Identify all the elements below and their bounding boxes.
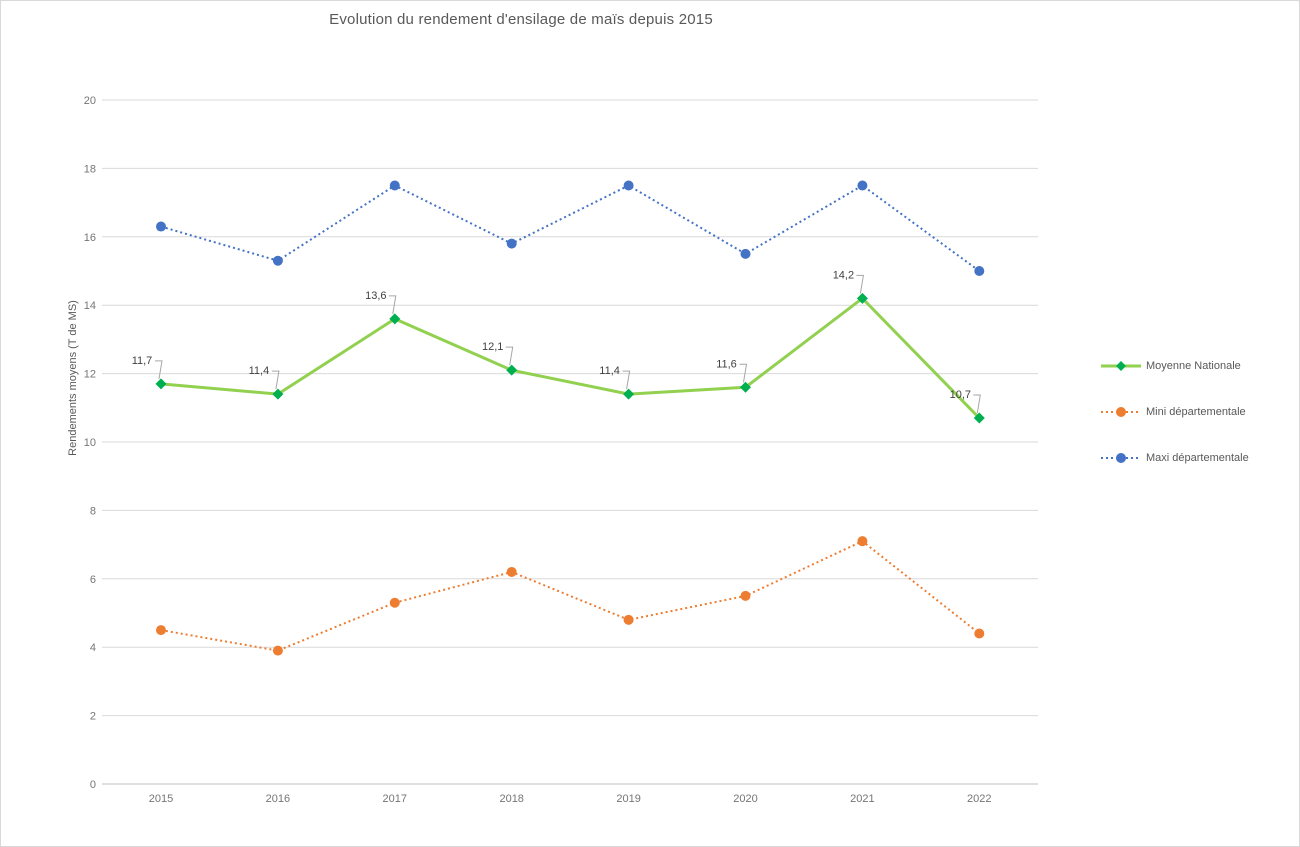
data-point-marker: [389, 180, 400, 191]
legend-label-moyenne-nationale: Moyenne Nationale: [1146, 360, 1241, 372]
data-label-leader: [856, 274, 864, 294]
y-tick-label: 0: [90, 779, 96, 791]
data-point-marker: [857, 536, 868, 547]
data-label: 11,4: [599, 365, 620, 377]
data-label-leader: [388, 295, 397, 314]
data-point-marker: [272, 645, 283, 656]
legend-label-maxi-departementale: Maxi départementale: [1146, 452, 1249, 464]
data-point-marker: [156, 625, 166, 636]
data-point-marker: [740, 590, 751, 601]
x-tick-label: 2021: [850, 793, 874, 805]
data-label-leader: [622, 370, 631, 390]
y-tick-label: 14: [84, 300, 96, 312]
legend: Moyenne Nationale Mini départementale Ma…: [1101, 357, 1249, 495]
data-point-marker: [623, 388, 635, 400]
data-point-marker: [973, 412, 985, 424]
data-point-marker: [623, 180, 634, 191]
data-point-marker: [857, 180, 868, 191]
data-point-marker: [974, 628, 985, 639]
data-label-leader: [973, 394, 981, 414]
y-tick-label: 6: [90, 574, 96, 586]
legend-item-mini-departementale: Mini départementale: [1101, 403, 1249, 421]
x-tick-label: 2015: [149, 793, 173, 805]
data-label: 11,7: [132, 355, 153, 367]
data-point-marker: [506, 238, 517, 249]
data-point-marker: [389, 313, 401, 325]
data-point-marker: [740, 381, 751, 393]
legend-swatch-maxi-departementale: [1101, 452, 1141, 464]
data-label-leader: [271, 370, 280, 390]
data-point-marker: [740, 248, 751, 259]
y-tick-label: 18: [84, 163, 96, 175]
data-point-marker: [272, 255, 283, 266]
y-tick-label: 20: [84, 95, 96, 107]
y-tick-label: 2: [90, 711, 96, 723]
x-tick-label: 2018: [499, 793, 523, 805]
data-label: 14,2: [833, 269, 854, 281]
legend-swatch-mini-departementale: [1101, 406, 1141, 418]
data-label: 11,6: [716, 358, 737, 370]
legend-swatch-moyenne-nationale: [1101, 360, 1141, 372]
y-tick-label: 4: [90, 642, 96, 654]
data-point-marker: [974, 266, 985, 276]
x-tick-label: 2020: [733, 793, 757, 805]
data-label-leader: [739, 363, 748, 383]
data-point-marker: [389, 597, 400, 608]
x-tick-label: 2016: [266, 793, 290, 805]
chart-title: Evolution du rendement d'ensilage de maï…: [329, 11, 713, 28]
data-point-marker: [155, 378, 167, 390]
data-label: 10,7: [950, 389, 971, 401]
x-tick-label: 2019: [616, 793, 640, 805]
x-tick-label: 2017: [383, 793, 407, 805]
series-line-0: [160, 296, 981, 420]
series-line-1: [160, 540, 980, 652]
data-label: 11,4: [249, 365, 270, 377]
data-point-marker: [156, 221, 166, 232]
data-point-marker: [623, 614, 634, 625]
series-line-2: [160, 184, 980, 272]
y-tick-label: 10: [84, 437, 96, 449]
data-point-marker: [856, 292, 868, 304]
data-point-marker: [506, 364, 518, 376]
data-label: 13,6: [365, 290, 386, 302]
data-label: 12,1: [482, 341, 503, 353]
legend-item-maxi-departementale: Maxi départementale: [1101, 449, 1249, 467]
y-tick-label: 12: [84, 369, 96, 381]
legend-label-mini-departementale: Mini départementale: [1146, 406, 1246, 418]
y-tick-label: 8: [90, 505, 96, 517]
legend-item-moyenne-nationale: Moyenne Nationale: [1101, 357, 1249, 375]
x-tick-label: 2022: [967, 793, 991, 805]
data-label-leader: [155, 360, 163, 379]
y-tick-label: 16: [84, 232, 96, 244]
data-point-marker: [272, 388, 284, 400]
data-point-marker: [506, 566, 517, 577]
data-label-leader: [505, 346, 514, 366]
